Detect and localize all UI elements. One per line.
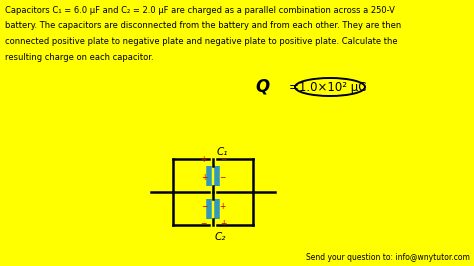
Text: −: − (200, 219, 206, 228)
Text: =1.0×10² μC: =1.0×10² μC (289, 81, 367, 94)
Text: +: + (200, 156, 206, 164)
Text: battery. The capacitors are disconnected from the battery and from each other. T: battery. The capacitors are disconnected… (5, 22, 401, 31)
Text: connected positive plate to negative plate and negative plate to positive plate.: connected positive plate to negative pla… (5, 37, 398, 46)
Text: Send your question to: info@wnytutor.com: Send your question to: info@wnytutor.com (306, 253, 470, 262)
Text: −: − (201, 202, 207, 211)
Text: Q: Q (255, 78, 269, 96)
Text: resulting charge on each capacitor.: resulting charge on each capacitor. (5, 52, 154, 61)
Text: +: + (219, 202, 225, 211)
Text: −: − (220, 156, 226, 164)
Text: C₁: C₁ (217, 147, 228, 157)
Text: C₂: C₂ (215, 232, 227, 242)
Text: +: + (201, 173, 207, 182)
Text: Capacitors C₁ = 6.0 μF and C₂ = 2.0 μF are charged as a parallel combination acr: Capacitors C₁ = 6.0 μF and C₂ = 2.0 μF a… (5, 6, 395, 15)
Text: +: + (220, 219, 226, 228)
Text: −: − (219, 173, 225, 182)
